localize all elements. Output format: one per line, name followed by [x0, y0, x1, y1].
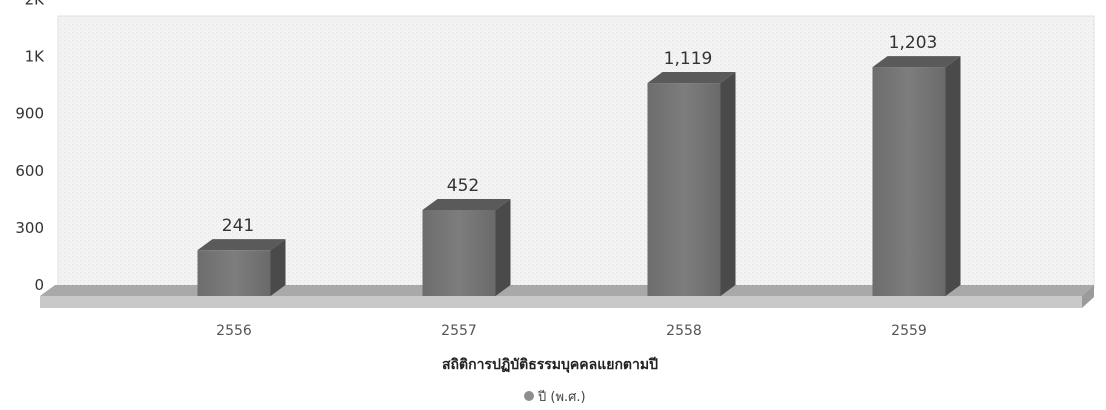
x-axis-title: สถิติการปฏิบัติธรรมบุคคลแยกตามปี	[442, 357, 658, 373]
floor-top	[40, 285, 1094, 296]
bar-front-face	[647, 83, 721, 297]
bar-top-face	[197, 239, 286, 251]
y-tick-label: 300	[15, 219, 44, 237]
plot-floor	[40, 285, 1094, 308]
bar-front-face	[422, 209, 496, 296]
bar	[422, 198, 511, 296]
bar-top-face	[872, 56, 961, 68]
x-tick-label: 2558	[666, 323, 702, 339]
y-tick-label: 900	[15, 105, 44, 123]
y-tick-label: 2K	[25, 0, 46, 9]
y-axis-ticks: 0 300 600 900 1K 2K	[15, 0, 45, 294]
x-tick-label: 2556	[216, 323, 252, 339]
bar-side-face	[720, 72, 736, 297]
x-tick-label: 2557	[441, 323, 477, 339]
legend[interactable]: ปี (พ.ศ.)	[524, 389, 586, 405]
legend-label: ปี (พ.ศ.)	[537, 389, 586, 405]
x-tick-label: 2559	[891, 323, 927, 339]
bar-side-face	[270, 239, 286, 296]
bar-front-face	[197, 250, 271, 296]
bar-side-face	[945, 56, 961, 297]
bar-top-face	[422, 198, 511, 210]
y-tick-label: 600	[15, 162, 44, 180]
bar	[197, 239, 286, 296]
legend-marker	[524, 391, 534, 401]
floor-side	[1082, 285, 1094, 308]
bar-side-face	[495, 198, 511, 296]
bars-group	[197, 56, 961, 297]
data-labels: 241 452 1,119 1,203	[222, 33, 938, 236]
bar	[647, 72, 736, 297]
data-label: 1,119	[664, 49, 713, 69]
bar-front-face	[872, 67, 946, 297]
y-tick-label: 1K	[25, 48, 46, 66]
data-label: 241	[222, 216, 254, 236]
bar-top-face	[647, 72, 736, 84]
x-axis-ticks: 2556 2557 2558 2559	[216, 323, 927, 339]
data-label: 1,203	[889, 33, 938, 53]
y-tick-label: 0	[34, 276, 44, 294]
data-label: 452	[447, 176, 479, 196]
floor-front	[40, 296, 1082, 308]
bar	[872, 56, 961, 297]
